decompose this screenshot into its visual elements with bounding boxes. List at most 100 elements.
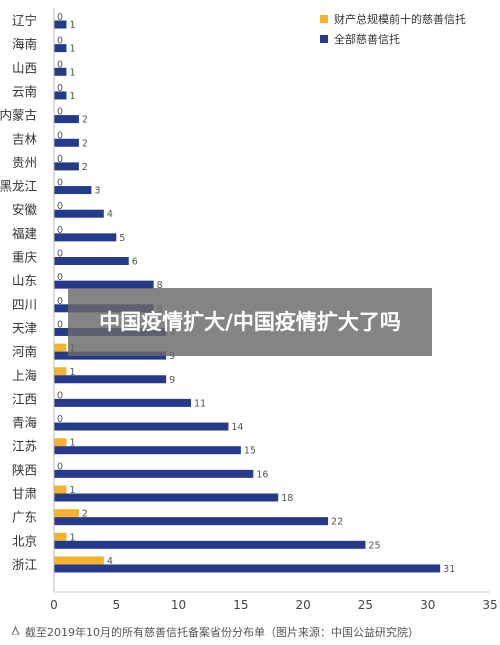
bar-all bbox=[54, 162, 79, 171]
data-label-top-ten: 0 bbox=[57, 272, 63, 283]
category-label: 贵州 bbox=[12, 155, 37, 170]
bar-all bbox=[54, 540, 366, 549]
bar-top-ten bbox=[54, 343, 67, 352]
bar-all bbox=[54, 469, 254, 478]
category-label: 天津 bbox=[12, 320, 37, 335]
category-label: 黑龙江 bbox=[0, 179, 37, 194]
overlay-title: 中国疫情扩大/中国疫情扩大了吗 bbox=[99, 310, 401, 334]
data-label-top-ten: 0 bbox=[57, 414, 63, 425]
footnote-text: 截至2019年10月的所有慈善信托备案省份分布单（图片来源：中国公益研究院） bbox=[25, 625, 419, 639]
data-label-top-ten: 1 bbox=[69, 438, 75, 449]
category-label: 甘肃 bbox=[12, 486, 37, 501]
data-label-top-ten: 0 bbox=[57, 201, 63, 212]
data-label-top-ten: 1 bbox=[69, 485, 75, 496]
triangle-up-icon bbox=[11, 626, 20, 635]
data-label-top-ten: 0 bbox=[57, 12, 63, 23]
data-label-all: 6 bbox=[132, 257, 138, 268]
x-axis: 0 5 10 15 20 25 30 35 bbox=[50, 8, 498, 612]
x-tick-label: 25 bbox=[358, 598, 373, 612]
x-tick-label: 35 bbox=[482, 598, 497, 612]
x-tick-label: 0 bbox=[50, 598, 58, 612]
bar-top-ten bbox=[54, 509, 79, 518]
data-label-all: 31 bbox=[443, 564, 455, 575]
data-label-top-ten: 0 bbox=[57, 249, 63, 260]
bar-all bbox=[54, 44, 67, 53]
data-label-all: 3 bbox=[94, 186, 100, 197]
category-label: 青海 bbox=[12, 415, 38, 430]
data-label-all: 1 bbox=[69, 67, 75, 78]
category-label: 安徽 bbox=[12, 202, 38, 217]
bar-all bbox=[54, 67, 67, 76]
data-label-all: 4 bbox=[107, 209, 113, 220]
bar-all bbox=[54, 91, 67, 100]
data-label-all: 2 bbox=[82, 115, 88, 126]
category-label: 山西 bbox=[12, 60, 37, 75]
legend-label: 全部慈善信托 bbox=[334, 32, 400, 46]
bar-top-ten bbox=[54, 532, 67, 541]
x-tick-label: 20 bbox=[296, 598, 311, 612]
legend-swatch bbox=[320, 35, 328, 43]
category-label: 吉林 bbox=[12, 131, 38, 146]
category-label: 广东 bbox=[12, 510, 37, 525]
data-label-all: 11 bbox=[194, 398, 206, 409]
bar-top-ten bbox=[54, 556, 104, 565]
bar-all bbox=[54, 233, 117, 242]
bar-top-ten bbox=[54, 485, 67, 494]
category-label: 河南 bbox=[12, 344, 37, 359]
data-label-top-ten: 0 bbox=[57, 59, 63, 70]
bar-all bbox=[54, 493, 279, 502]
category-label: 云南 bbox=[12, 84, 37, 99]
data-label-top-ten: 1 bbox=[69, 532, 75, 543]
category-label: 江西 bbox=[12, 391, 37, 406]
x-tick-label: 10 bbox=[171, 598, 186, 612]
category-label: 海南 bbox=[12, 37, 37, 52]
category-label: 上海 bbox=[12, 368, 38, 383]
category-label: 福建 bbox=[12, 226, 38, 241]
watermark-overlay: 中国疫情扩大/中国疫情扩大了吗 bbox=[68, 288, 432, 356]
bar-all bbox=[54, 280, 154, 289]
data-label-all: 14 bbox=[231, 422, 243, 433]
footnote: 截至2019年10月的所有慈善信托备案省份分布单（图片来源：中国公益研究院） bbox=[11, 625, 419, 639]
data-label-all: 2 bbox=[82, 138, 88, 149]
data-label-all: 1 bbox=[69, 44, 75, 55]
bar-all bbox=[54, 517, 329, 526]
data-label-all: 25 bbox=[368, 540, 380, 551]
data-label-top-ten: 0 bbox=[57, 130, 63, 141]
bar-all bbox=[54, 20, 67, 29]
category-label: 内蒙古 bbox=[0, 108, 37, 123]
data-label-top-ten: 0 bbox=[57, 83, 63, 94]
data-label-all: 22 bbox=[331, 517, 343, 528]
data-label-all: 16 bbox=[256, 469, 268, 480]
bar-all bbox=[54, 446, 241, 455]
category-label: 辽宁 bbox=[12, 13, 37, 28]
legend-swatch bbox=[320, 15, 328, 23]
data-label-top-ten: 0 bbox=[57, 390, 63, 401]
data-label-top-ten: 0 bbox=[57, 296, 63, 307]
data-label-all: 1 bbox=[69, 20, 75, 31]
data-label-top-ten: 0 bbox=[57, 319, 63, 330]
x-tick-label: 30 bbox=[420, 598, 435, 612]
bar-all bbox=[54, 209, 104, 218]
category-label: 北京 bbox=[12, 533, 37, 548]
data-label-top-ten: 0 bbox=[57, 36, 63, 47]
data-label-top-ten: 0 bbox=[57, 178, 63, 189]
bar-all bbox=[54, 375, 167, 384]
data-label-all: 8 bbox=[157, 280, 163, 291]
category-label: 山东 bbox=[12, 273, 37, 288]
bar-top-ten bbox=[54, 367, 67, 376]
data-label-all: 9 bbox=[169, 375, 175, 386]
category-label: 江苏 bbox=[12, 439, 37, 454]
bar-all bbox=[54, 186, 92, 195]
bar-all bbox=[54, 422, 229, 431]
bar-all bbox=[54, 115, 79, 124]
data-label-top-ten: 0 bbox=[57, 107, 63, 118]
data-label-all: 5 bbox=[119, 233, 125, 244]
data-label-top-ten: 4 bbox=[107, 556, 113, 567]
category-label: 重庆 bbox=[12, 250, 38, 265]
category-label: 陕西 bbox=[12, 462, 37, 477]
bar-all bbox=[54, 398, 192, 407]
data-label-all: 15 bbox=[244, 446, 256, 457]
bar-all bbox=[54, 564, 441, 573]
data-label-all: 18 bbox=[281, 493, 293, 504]
data-label-all: 9 bbox=[169, 351, 175, 362]
